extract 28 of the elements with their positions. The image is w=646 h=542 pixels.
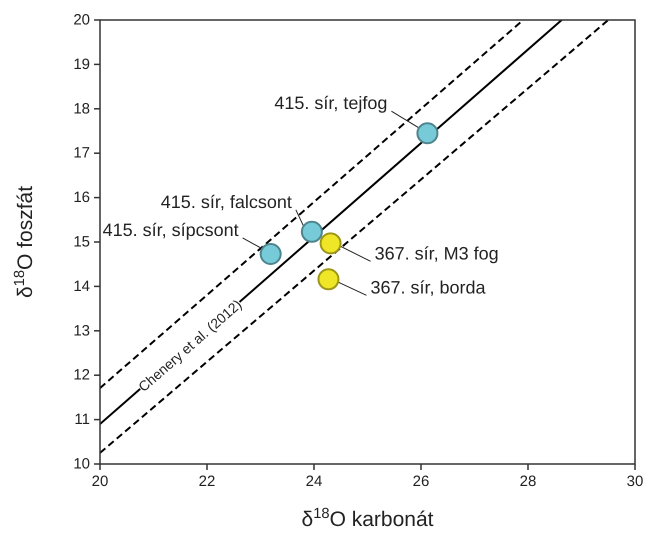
y-tick-label: 19 [73, 56, 90, 73]
annotation: 415. sír, sípcsont [102, 220, 239, 240]
y-tick-label: 10 [73, 456, 90, 472]
point [320, 232, 342, 254]
annotation: 415. sír, tejfog [274, 93, 388, 114]
annotation: 367. sír, M3 fog [374, 243, 499, 264]
point [260, 242, 282, 265]
annotation: 415. sír, falcsont [160, 192, 292, 212]
y-tick-label: 13 [73, 322, 90, 340]
y-tick-label: 14 [73, 278, 90, 295]
x-tick-label: 26 [412, 473, 430, 490]
x-tick-label: 22 [198, 473, 216, 490]
y-tick-label: 11 [74, 411, 90, 428]
x-tick-label: 28 [520, 473, 536, 490]
y-tick-label: 15 [73, 234, 90, 250]
x-axis-title: δ$^{18}$O karbonát [302, 506, 434, 531]
point [416, 122, 438, 144]
point [317, 268, 340, 290]
point [300, 220, 323, 243]
x-tick-label: 24 [306, 473, 322, 490]
y-tick-label: 20 [73, 12, 90, 28]
annotation: 367. sír, borda [370, 277, 487, 298]
x-tick-label: 20 [92, 473, 108, 490]
x-tick-label: 30 [626, 473, 644, 490]
y-tick-label: 18 [73, 100, 90, 118]
y-tick-label: 16 [73, 189, 90, 206]
y-tick-label: 17 [73, 144, 90, 162]
y-tick-label: 12 [73, 366, 90, 384]
